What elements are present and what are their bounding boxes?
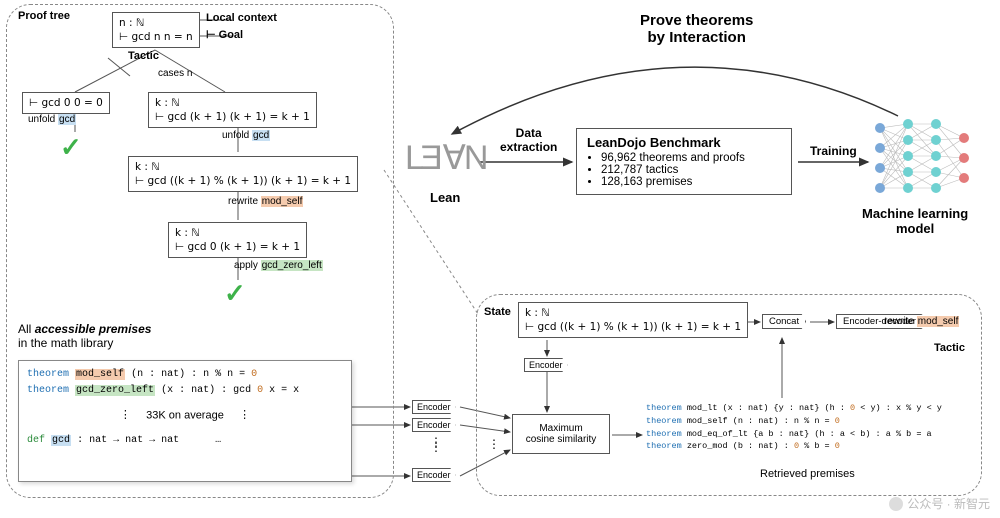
- tree-cases: cases n: [158, 68, 192, 79]
- state-label: State: [484, 306, 511, 318]
- lean-logo: LE∀N: [405, 138, 486, 178]
- maxcos-dots: ⋮: [488, 442, 500, 447]
- maxcos-box: Maximum cosine similarity: [512, 414, 610, 454]
- encoder-state: Encoder: [524, 358, 568, 372]
- goal-label: ⊢ Goal: [206, 28, 243, 41]
- leandojo-title: LeanDojo Benchmark: [587, 135, 781, 150]
- check-icon-right: ✓: [224, 278, 246, 309]
- watermark: 公众号 · 新智元: [889, 495, 990, 512]
- data-extraction-label: Data extraction: [500, 126, 557, 154]
- local-context-label: Local context: [206, 12, 277, 24]
- leandojo-b3: 128,163 premises: [601, 176, 781, 188]
- tree-rewrite: rewrite mod_self: [228, 196, 303, 207]
- tree-unfold-left: unfold gcd: [28, 114, 76, 125]
- tree-r2: k : ℕ ⊢ gcd ((k + 1) % (k + 1)) (k + 1) …: [128, 156, 358, 192]
- retrieved-label: Retrieved premises: [760, 468, 855, 480]
- tactic-label: Tactic: [128, 50, 159, 62]
- leandojo-box: LeanDojo Benchmark 96,962 theorems and p…: [576, 128, 792, 195]
- tree-left: ⊢ gcd 0 0 = 0: [22, 92, 110, 114]
- encoder-2: Encoder: [412, 418, 456, 432]
- prove-header: Prove theorems by Interaction: [640, 12, 753, 46]
- training-label: Training: [810, 144, 857, 158]
- tree-apply: apply gcd_zero_left: [234, 260, 323, 271]
- premise-line-3: def gcd : nat → nat → nat …: [27, 433, 343, 449]
- tactic-out-label: Tactic: [934, 342, 965, 354]
- retrieved-lines: theorem mod_lt (x : nat) {y : nat} (h : …: [646, 402, 942, 453]
- premise-line-1: theorem mod_self (n : nat) : n % n = 0: [27, 367, 343, 383]
- avg-label: 33K on average: [146, 410, 224, 422]
- tree-r3: k : ℕ ⊢ gcd 0 (k + 1) = k + 1: [168, 222, 307, 258]
- leandojo-b1: 96,962 theorems and proofs: [601, 152, 781, 164]
- ml-model-label: Machine learning model: [862, 206, 968, 236]
- encoder-3: Encoder: [412, 468, 456, 482]
- output-tactic: rewrite mod_self: [884, 316, 959, 327]
- nn-diagram: [866, 116, 976, 206]
- leandojo-b2: 212,787 tactics: [601, 164, 781, 176]
- encoder-1: Encoder: [412, 400, 456, 414]
- tree-unfold-right: unfold gcd: [222, 130, 270, 141]
- check-icon-left: ✓: [60, 132, 82, 163]
- concat-tag: Concat: [762, 314, 806, 329]
- premises-codebox: theorem mod_self (n : nat) : n % n = 0 t…: [18, 360, 352, 482]
- tree-r1: k : ℕ ⊢ gcd (k + 1) (k + 1) = k + 1: [148, 92, 317, 128]
- premise-line-2: theorem gcd_zero_left (x : nat) : gcd 0 …: [27, 383, 343, 399]
- lean-label: Lean: [430, 190, 460, 205]
- premises-header: All accessible premises in the math libr…: [18, 322, 151, 350]
- state-box: k : ℕ ⊢ gcd ((k + 1) % (k + 1)) (k + 1) …: [518, 302, 748, 338]
- tree-root: n : ℕ ⊢ gcd n n = n: [112, 12, 200, 48]
- proof-tree-label: Proof tree: [18, 10, 70, 22]
- encoder-dots: ⋮⋮: [430, 440, 442, 450]
